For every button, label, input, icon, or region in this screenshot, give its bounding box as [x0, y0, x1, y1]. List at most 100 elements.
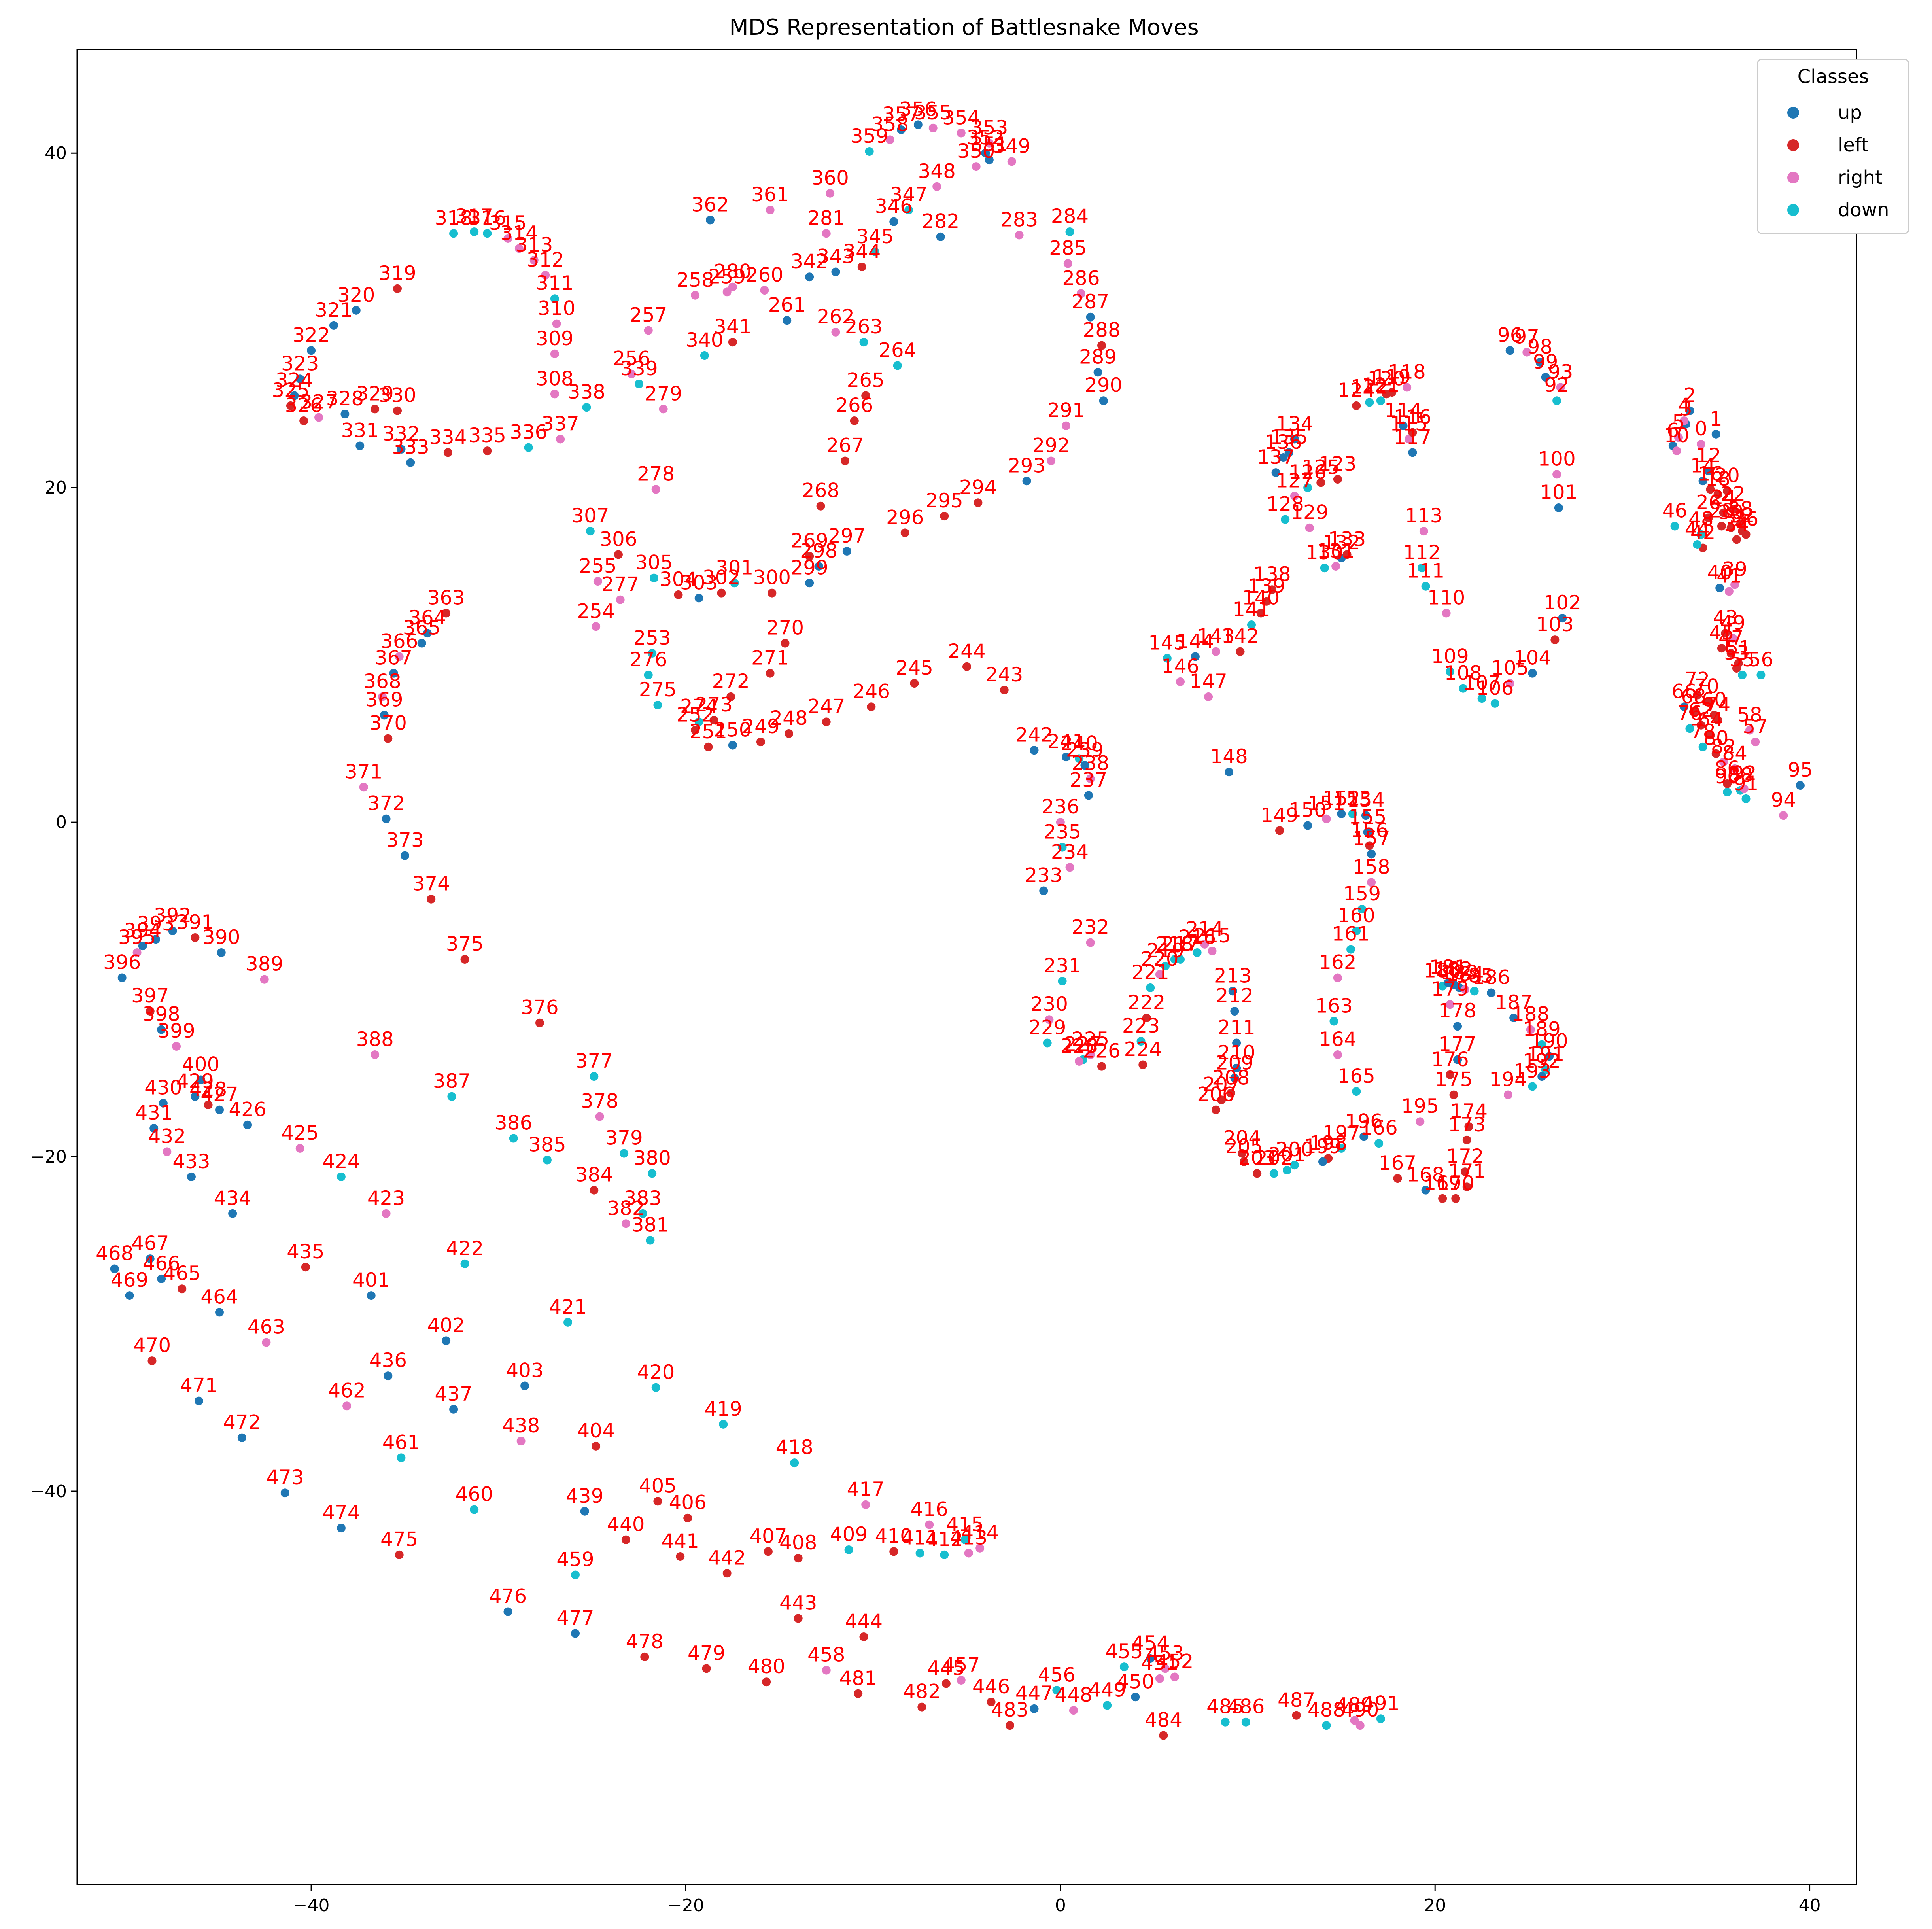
scatter-point-down — [648, 649, 657, 658]
point-label: 190 — [1530, 1029, 1568, 1052]
scatter-point-left — [1721, 629, 1730, 638]
point-label: 429 — [176, 1070, 214, 1093]
scatter-point-right — [503, 234, 512, 243]
point-label: 246 — [853, 680, 890, 703]
point-label: 281 — [807, 206, 845, 229]
scatter-point-left — [1238, 1149, 1247, 1158]
point-label: 382 — [607, 1197, 645, 1220]
point-label: 388 — [356, 1028, 393, 1051]
point-label: 10 — [1664, 424, 1689, 447]
point-label: 72 — [1685, 668, 1710, 691]
scatter-point-left — [766, 669, 775, 678]
point-label: 213 — [1214, 964, 1251, 987]
scatter-point-down — [550, 294, 559, 303]
scatter-point-down — [1337, 1144, 1346, 1153]
point-label: 252 — [676, 703, 714, 726]
point-label: 385 — [528, 1133, 566, 1156]
scatter-point-left — [653, 1497, 662, 1506]
scatter-point-up — [1030, 746, 1039, 755]
scatter-point-down — [1163, 654, 1172, 663]
scatter-point-left — [1726, 523, 1735, 532]
point-label: 209 — [1216, 1051, 1253, 1074]
scatter-point-up — [1399, 421, 1408, 430]
scatter-point-left — [146, 1007, 155, 1016]
point-label: 163 — [1315, 994, 1353, 1017]
scatter-point-left — [940, 512, 949, 521]
scatter-point-up — [237, 1433, 246, 1442]
point-label: 401 — [352, 1269, 390, 1292]
point-label: 425 — [281, 1121, 319, 1144]
point-label: 399 — [157, 1019, 195, 1042]
scatter-point-right — [378, 692, 387, 701]
scatter-point-up — [146, 1254, 155, 1263]
point-label: 214 — [1186, 917, 1223, 940]
scatter-point-down — [336, 1172, 346, 1181]
scatter-point-up — [352, 306, 361, 315]
point-label: 349 — [993, 134, 1030, 157]
scatter-point-left — [1159, 1731, 1168, 1740]
scatter-point-right — [262, 1338, 271, 1347]
scatter-point-down — [1221, 1717, 1230, 1727]
point-label: 198 — [1309, 1131, 1347, 1154]
scatter-point-up — [1086, 312, 1095, 322]
scatter-point-left — [1005, 1721, 1014, 1730]
scatter-point-left — [286, 401, 295, 410]
point-label: 104 — [1514, 647, 1551, 669]
scatter-point-right — [616, 595, 625, 604]
scatter-point-up — [1318, 1157, 1327, 1166]
scatter-point-right — [932, 182, 941, 191]
point-label: 118 — [1388, 360, 1425, 383]
scatter-point-up — [1537, 1072, 1546, 1081]
point-label: 261 — [768, 293, 806, 316]
point-label: 268 — [802, 479, 839, 502]
point-label: 491 — [1362, 1692, 1399, 1715]
point-label: 180 — [1423, 959, 1461, 982]
scatter-point-up — [571, 1629, 580, 1638]
legend-box — [1757, 59, 1909, 234]
point-label: 78 — [1690, 720, 1716, 743]
scatter-point-right — [395, 652, 404, 661]
point-label: 210 — [1217, 1041, 1255, 1064]
point-label: 325 — [272, 379, 309, 402]
scatter-point-left — [178, 1284, 187, 1294]
scatter-point-left — [1352, 401, 1361, 410]
scatter-point-left — [722, 1569, 732, 1578]
point-label: 188 — [1512, 1003, 1549, 1026]
scatter-point-up — [215, 1105, 224, 1114]
point-label: 32 — [1730, 504, 1755, 527]
scatter-point-down — [1146, 983, 1155, 992]
scatter-point-up — [1715, 583, 1724, 592]
point-label: 289 — [1079, 345, 1117, 368]
point-label: 273 — [695, 693, 733, 716]
scatter-point-down — [1281, 515, 1290, 524]
point-label: 480 — [747, 1655, 785, 1678]
point-label: 208 — [1212, 1066, 1250, 1089]
scatter-point-down — [960, 1535, 970, 1544]
point-label: 272 — [712, 670, 749, 693]
scatter-point-right — [1069, 1706, 1078, 1715]
point-label: 434 — [214, 1187, 251, 1210]
scatter-point-down — [1421, 582, 1430, 591]
point-label: 295 — [925, 489, 963, 512]
point-label: 346 — [875, 195, 913, 218]
scatter-point-right — [1751, 738, 1760, 747]
legend-label-left: left — [1838, 134, 1869, 156]
scatter-point-left — [1550, 635, 1560, 645]
scatter-point-up — [125, 1291, 134, 1300]
point-label: 366 — [380, 630, 418, 652]
point-label: 415 — [946, 1513, 984, 1536]
scatter-point-right — [1503, 1090, 1512, 1099]
point-label: 151 — [1308, 792, 1345, 815]
scatter-point-right — [1739, 784, 1749, 793]
point-label: 433 — [172, 1150, 210, 1173]
scatter-point-down — [1685, 724, 1694, 733]
scatter-point-left — [1446, 1070, 1455, 1079]
point-label: 321 — [315, 299, 352, 322]
point-label: 249 — [742, 715, 779, 738]
point-label: 111 — [1407, 560, 1444, 582]
point-label: 282 — [922, 210, 959, 233]
point-label: 343 — [817, 245, 854, 268]
point-label: 135 — [1270, 426, 1308, 448]
scatter-point-down — [1446, 667, 1455, 676]
scatter-point-left — [1275, 826, 1284, 835]
